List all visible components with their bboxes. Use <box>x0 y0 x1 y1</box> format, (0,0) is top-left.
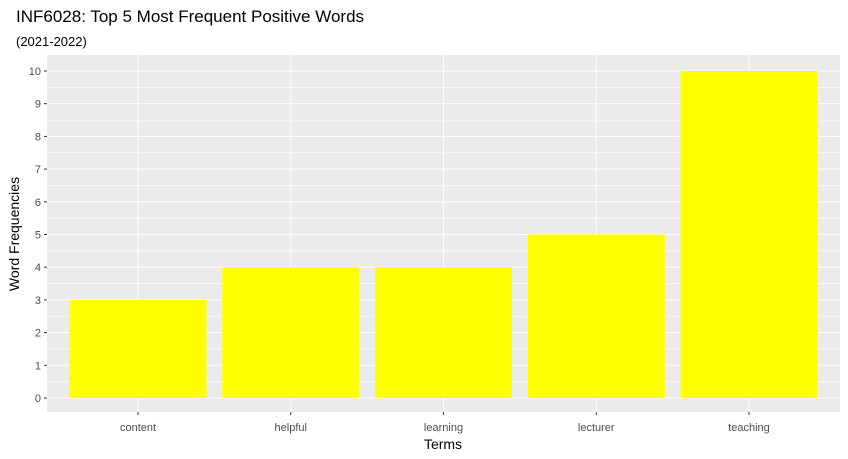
y-tick-label: 4 <box>35 262 41 274</box>
bar-learning <box>375 267 512 398</box>
x-axis-ticks: content helpful learning lecturer teaching <box>120 412 770 434</box>
y-tick-label: 3 <box>35 295 41 307</box>
bars <box>69 71 818 398</box>
y-tick-label: 7 <box>35 164 41 176</box>
x-tick-label-helpful: helpful <box>275 422 307 434</box>
y-tick-label: 1 <box>35 360 41 372</box>
x-tick-label-learning: learning <box>424 422 463 434</box>
chart-title: INF6028: Top 5 Most Frequent Positive Wo… <box>16 7 364 26</box>
y-tick-label: 6 <box>35 197 41 209</box>
y-tick-label: 5 <box>35 230 41 242</box>
y-tick-label: 10 <box>29 66 41 78</box>
bar-helpful <box>222 267 360 398</box>
bar-content <box>69 299 207 398</box>
x-tick-label-teaching: teaching <box>728 422 770 434</box>
y-tick-label: 9 <box>35 99 41 111</box>
x-axis-title: Terms <box>424 436 462 452</box>
y-tick-label: 0 <box>35 393 41 405</box>
y-tick-label: 2 <box>35 328 41 340</box>
x-tick-label-content: content <box>120 422 156 434</box>
bar-lecturer <box>527 234 665 398</box>
y-tick-label: 8 <box>35 131 41 143</box>
y-axis-ticks: 0 1 2 3 4 5 6 7 8 9 10 <box>29 66 47 405</box>
chart-subtitle: (2021-2022) <box>16 34 87 49</box>
x-tick-label-lecturer: lecturer <box>578 422 615 434</box>
bar-teaching <box>680 71 818 398</box>
y-axis-title: Word Frequencies <box>6 177 22 291</box>
